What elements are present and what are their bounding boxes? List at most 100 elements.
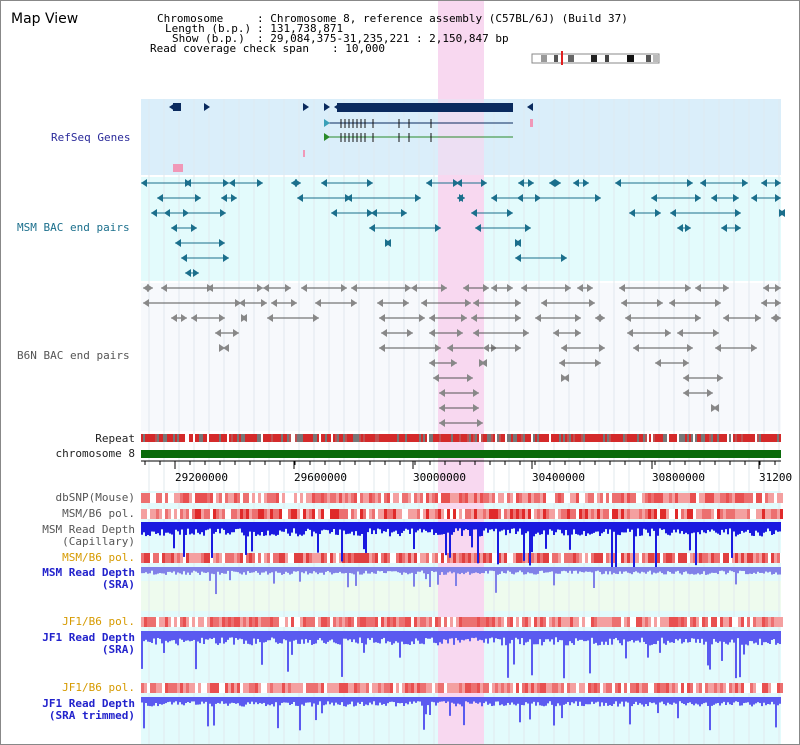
msm-capillary-depth-bar xyxy=(485,522,487,529)
track-label-refseq[interactable]: RefSeq Genes xyxy=(51,131,131,144)
jf1-sra-depth-bar xyxy=(419,631,421,644)
track-label-msm-depth-cap-1[interactable]: MSM Read Depth xyxy=(42,523,135,536)
msm-capillary-depth-bar xyxy=(345,522,347,535)
repeat-segment xyxy=(271,434,273,442)
chromosome-bar xyxy=(141,450,781,458)
dbsnp-density xyxy=(696,493,699,503)
track-label-jf1-depth-sra-2[interactable]: (SRA) xyxy=(101,643,135,656)
msm-b6-pol-density xyxy=(735,553,738,563)
msm-b6-pol-density xyxy=(771,509,774,519)
msm-capillary-depth-bar xyxy=(437,522,439,535)
jf1-b6-pol-density xyxy=(399,683,402,693)
msm-sra-depth-bar xyxy=(285,567,287,572)
jf1-b6-pol-density xyxy=(270,683,273,693)
jf1-b6-pol-density xyxy=(381,617,384,627)
jf1-sra-depth-bar xyxy=(617,631,619,641)
repeat-segment xyxy=(551,434,553,442)
msm-b6-pol-density xyxy=(618,509,621,519)
jf1-b6-pol-density xyxy=(585,683,588,693)
repeat-segment xyxy=(721,434,723,442)
msm-sra-depth-bar xyxy=(297,567,299,572)
repeat-segment xyxy=(467,434,469,442)
track-label-msm-depth-sra-1[interactable]: MSM Read Depth xyxy=(42,566,135,579)
jf1-b6-pol-density xyxy=(162,617,165,627)
msm-capillary-depth-bar xyxy=(555,522,557,533)
dbsnp-density xyxy=(186,493,189,503)
msm-b6-pol-density xyxy=(777,553,780,563)
msm-b6-pol-density xyxy=(168,553,171,563)
track-label-msm-depth-cap-2[interactable]: (Capillary) xyxy=(62,535,135,548)
msm-capillary-depth-bar xyxy=(717,522,719,534)
msm-b6-pol-density xyxy=(672,509,675,519)
jf1-sra-depth-bar xyxy=(621,631,623,646)
jf1-sra-depth-bar xyxy=(631,631,633,641)
repeat-segment xyxy=(561,434,563,442)
msm-sra-depth-bar xyxy=(629,567,631,574)
repeat-segment xyxy=(457,434,459,442)
track-label-jf1-depth-trim-2[interactable]: (SRA trimmed) xyxy=(48,709,135,722)
msm-b6-pol-density xyxy=(285,509,288,519)
jf1-trim-depth-bar xyxy=(473,697,475,702)
msm-b6-pol-density xyxy=(765,553,768,563)
msm-sra-depth-bar xyxy=(571,567,573,574)
track-label-msm-bac[interactable]: MSM BAC end pairs xyxy=(17,221,130,234)
jf1-trim-depth-bar xyxy=(145,697,147,704)
msm-b6-pol-density xyxy=(297,509,300,519)
msm-sra-depth-bar xyxy=(661,567,663,574)
jf1-b6-pol-density xyxy=(642,617,645,627)
b6n-bac-end xyxy=(191,314,197,322)
msm-capillary-depth-bar xyxy=(259,522,261,536)
jf1-sra-depth-bar xyxy=(715,631,717,642)
track-label-jf1-depth-sra-1[interactable]: JF1 Read Depth xyxy=(42,631,135,644)
msm-capillary-depth-bar xyxy=(305,522,307,532)
msm-b6-pol-density xyxy=(456,553,459,563)
track-label-jf1-b6-pol-2[interactable]: JF1/B6 pol. xyxy=(62,681,135,694)
repeat-segment xyxy=(591,434,593,442)
jf1-trim-depth-bar xyxy=(635,697,637,702)
jf1-trim-depth-bar xyxy=(591,697,593,702)
track-label-dbsnp[interactable]: dbSNP(Mouse) xyxy=(55,491,135,504)
msm-sra-depth-bar xyxy=(311,567,313,574)
jf1-b6-pol-density xyxy=(423,617,426,627)
msm-b6-pol-density xyxy=(660,553,663,563)
ideogram-band xyxy=(591,55,597,62)
msm-b6-pol-density xyxy=(750,509,753,519)
msm-capillary-depth-bar xyxy=(495,522,497,529)
jf1-trim-depth-bar xyxy=(429,697,431,715)
msm-b6-pol-density xyxy=(159,553,162,563)
jf1-sra-depth-bar xyxy=(353,631,355,640)
repeat-segment xyxy=(383,434,385,442)
track-label-msm-b6-pol-2[interactable]: MSM/B6 pol. xyxy=(62,551,135,564)
msm-b6-pol-density xyxy=(165,509,168,519)
track-label-msm-depth-sra-2[interactable]: (SRA) xyxy=(101,578,135,591)
msm-b6-pol-density xyxy=(399,553,402,563)
track-label-b6n-bac[interactable]: B6N BAC end pairs xyxy=(17,349,130,362)
msm-capillary-depth-bar xyxy=(265,522,267,536)
msm-b6-pol-density xyxy=(171,553,174,563)
dbsnp-density xyxy=(588,493,591,503)
jf1-trim-depth-bar xyxy=(431,697,433,702)
jf1-trim-depth-bar xyxy=(497,697,499,702)
track-label-repeat: Repeat xyxy=(95,432,135,445)
msm-sra-depth-bar xyxy=(305,567,307,572)
msm-b6-pol-density xyxy=(762,509,765,519)
dbsnp-density xyxy=(498,493,501,503)
msm-sra-depth-bar xyxy=(645,567,647,574)
repeat-segment xyxy=(221,434,223,442)
msm-sra-depth-bar xyxy=(201,567,203,572)
repeat-segment xyxy=(337,434,339,442)
track-label-msm-b6-pol-1[interactable]: MSM/B6 pol. xyxy=(62,507,135,520)
repeat-segment xyxy=(727,434,729,442)
track-label-jf1-b6-pol-1[interactable]: JF1/B6 pol. xyxy=(62,615,135,628)
repeat-segment xyxy=(165,434,167,442)
msm-capillary-depth-bar xyxy=(255,522,257,536)
jf1-sra-depth-bar xyxy=(175,631,177,644)
repeat-segment xyxy=(771,434,773,442)
jf1-b6-pol-density xyxy=(393,683,396,693)
track-label-jf1-depth-trim-1[interactable]: JF1 Read Depth xyxy=(42,697,135,710)
b6n-bac-end xyxy=(715,299,721,307)
repeat-segment xyxy=(401,434,403,442)
msm-b6-pol-density xyxy=(693,509,696,519)
